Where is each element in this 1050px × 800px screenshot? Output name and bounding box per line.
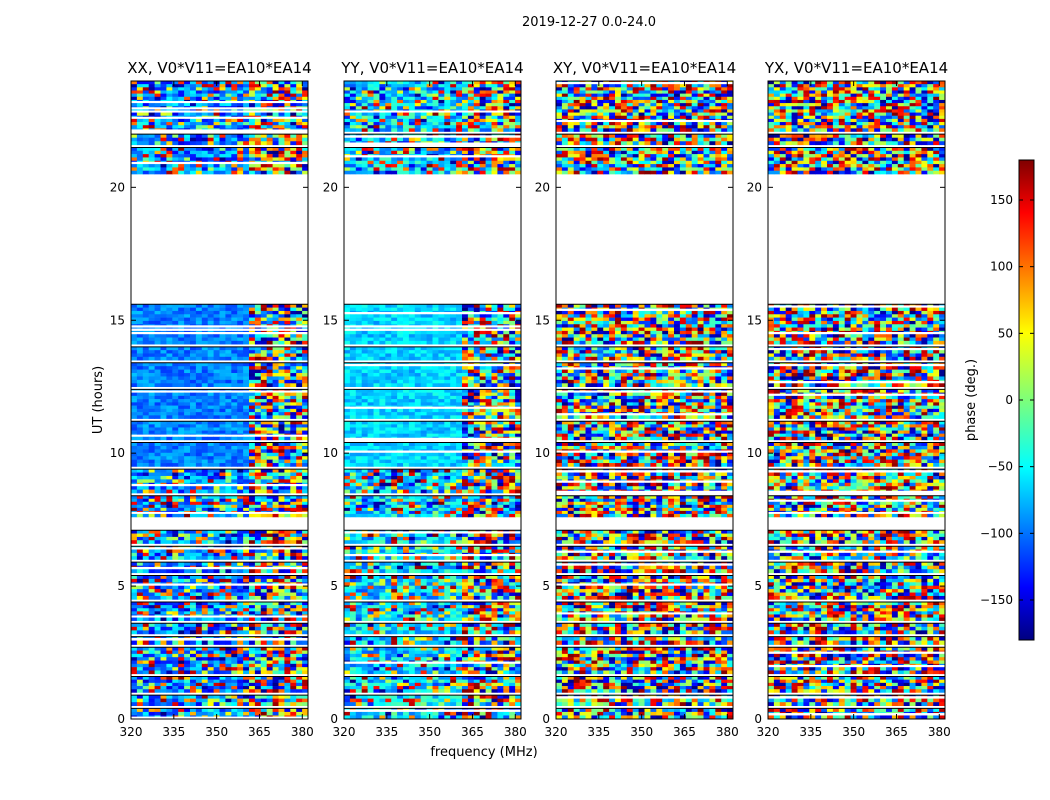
- y-tick-label: 15: [747, 313, 762, 327]
- phase-image: [344, 80, 522, 720]
- x-tick-label: 350: [630, 725, 653, 739]
- colorbar: −150 −100 −50 0 50 100 150 phase (deg.): [964, 159, 1035, 641]
- y-tick-label: 15: [323, 313, 338, 327]
- y-tick-label: 0: [754, 712, 762, 726]
- panel-title: XX, V0*V11=EA10*EA14: [127, 59, 311, 77]
- y-tick-label: 20: [323, 180, 338, 194]
- x-tick-label: 350: [418, 725, 441, 739]
- y-tick-label: 0: [542, 712, 550, 726]
- colorbar-tick-label: 100: [990, 260, 1013, 274]
- x-tick-label: 335: [799, 725, 822, 739]
- x-tick-label: 320: [333, 725, 356, 739]
- panel-title: YX, V0*V11=EA10*EA14: [764, 59, 948, 77]
- colorbar-label: phase (deg.): [964, 359, 979, 441]
- x-tick-label: 350: [205, 725, 228, 739]
- panel-frame: [555, 80, 734, 720]
- phase-image: [768, 80, 946, 720]
- figure-suptitle: 2019-12-27 0.0-24.0: [522, 15, 656, 30]
- y-tick-label: 20: [110, 180, 125, 194]
- panel-frame: [343, 80, 522, 720]
- x-tick-label: 380: [716, 725, 739, 739]
- y-tick-label: 20: [747, 180, 762, 194]
- x-tick-label: 380: [928, 725, 951, 739]
- y-tick-label: 10: [747, 446, 762, 460]
- x-tick-label: 365: [673, 725, 696, 739]
- y-tick-label: 15: [535, 313, 550, 327]
- x-tick-label: 320: [757, 725, 780, 739]
- x-tick-label: 365: [461, 725, 484, 739]
- panel-title: YY, V0*V11=EA10*EA14: [340, 59, 523, 77]
- panel-frame: [767, 80, 946, 720]
- colorbar-tick-label: −100: [980, 526, 1013, 540]
- phase-image: [131, 80, 309, 719]
- panel-xy: XY, V0*V11=EA10*EA14 320 335 350 365 380 0 5 10 1…: [535, 59, 739, 739]
- colorbar-tick-label: −50: [988, 460, 1013, 474]
- y-tick-label: 5: [117, 579, 125, 593]
- colorbar-tick-label: 50: [998, 326, 1013, 340]
- y-tick-label: 10: [535, 446, 550, 460]
- y-tick-label: 10: [323, 446, 338, 460]
- panel-frame: [130, 80, 309, 720]
- y-tick-label: 20: [535, 180, 550, 194]
- x-tick-label: 335: [162, 725, 185, 739]
- y-tick-label: 15: [110, 313, 125, 327]
- x-axis-label: frequency (MHz): [430, 745, 537, 760]
- panels-group: XX, V0*V11=EA10*EA14 320 335 350 365 380 0 5 10 1…: [110, 59, 951, 739]
- x-tick-label: 380: [291, 725, 314, 739]
- x-tick-label: 365: [885, 725, 908, 739]
- panel-yx: YX, V0*V11=EA10*EA14 320 335 350 365 380 0 5 10 1…: [747, 59, 951, 739]
- colorbar-tick-label: 0: [1005, 393, 1013, 407]
- panel-title: XY, V0*V11=EA10*EA14: [553, 59, 736, 77]
- phase-image: [556, 80, 734, 720]
- y-tick-label: 0: [330, 712, 338, 726]
- x-tick-label: 335: [587, 725, 610, 739]
- x-tick-label: 335: [375, 725, 398, 739]
- x-tick-label: 365: [248, 725, 271, 739]
- y-tick-label: 0: [117, 712, 125, 726]
- panel-yy: YY, V0*V11=EA10*EA14 320 335 350 365 380 0 5 10 1…: [323, 59, 527, 739]
- y-axis-label: UT (hours): [91, 366, 106, 434]
- y-tick-label: 5: [542, 579, 550, 593]
- x-tick-label: 320: [545, 725, 568, 739]
- colorbar-tick-label: −150: [980, 593, 1013, 607]
- y-tick-label: 5: [330, 579, 338, 593]
- colorbar-tick-label: 150: [990, 193, 1013, 207]
- y-tick-label: 5: [754, 579, 762, 593]
- x-tick-label: 350: [842, 725, 865, 739]
- x-tick-label: 380: [504, 725, 527, 739]
- x-tick-label: 320: [120, 725, 143, 739]
- panel-xx: XX, V0*V11=EA10*EA14 320 335 350 365 380 0 5 10 1…: [110, 59, 314, 739]
- y-tick-label: 10: [110, 446, 125, 460]
